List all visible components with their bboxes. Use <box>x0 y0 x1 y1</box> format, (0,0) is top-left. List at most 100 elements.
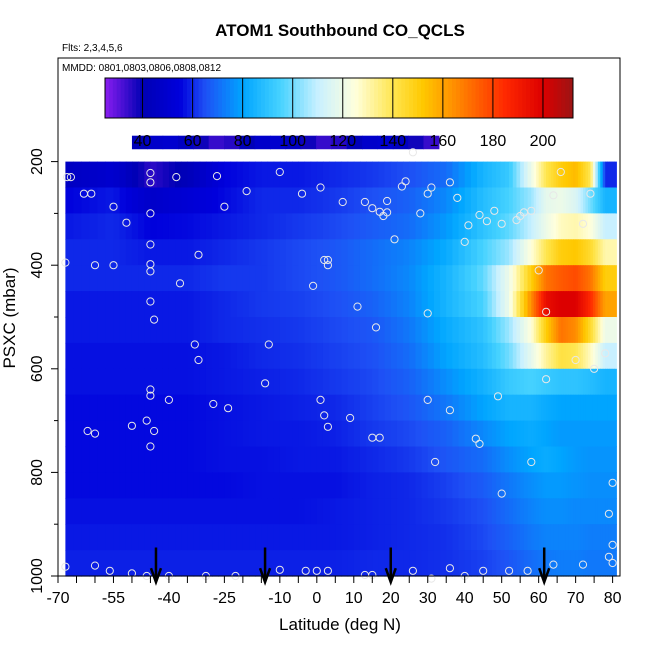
heatmap-cell <box>162 291 170 318</box>
heatmap-cell <box>452 368 460 396</box>
heatmap-cell <box>464 550 472 577</box>
heatmap-cell <box>536 446 540 473</box>
heatmap-cell <box>409 498 417 525</box>
heatmap-cell <box>533 342 537 370</box>
heatmap-cell <box>592 524 596 551</box>
heatmap-cell <box>531 368 535 396</box>
heatmap-cell <box>560 291 564 318</box>
heatmap-cell <box>329 368 336 396</box>
heatmap-cell <box>590 394 594 422</box>
sample-point <box>534 266 543 275</box>
heatmap-cell <box>558 446 562 473</box>
heatmap-cell <box>608 213 612 240</box>
heatmap-cell <box>292 291 299 318</box>
heatmap-cell <box>73 161 83 189</box>
heatmap-cell <box>331 135 348 150</box>
heatmap-cell <box>446 472 453 499</box>
heatmap-cell <box>255 368 262 396</box>
heatmap-cell <box>353 394 361 422</box>
heatmap-cell <box>175 342 182 370</box>
heatmap-cell <box>105 265 115 292</box>
colorbar-swatch <box>530 78 535 118</box>
heatmap-cell <box>341 420 349 448</box>
sample-points <box>61 148 617 583</box>
heatmap-cell <box>512 550 518 577</box>
heatmap-cell <box>242 550 250 577</box>
heatmap-cell <box>491 317 497 344</box>
heatmap-cell <box>89 291 99 318</box>
heatmap-cell <box>249 213 256 240</box>
heatmap-cell <box>541 317 545 344</box>
colorbar-swatch <box>253 78 258 118</box>
heatmap-cell <box>527 265 532 292</box>
heatmap-cell <box>236 342 244 370</box>
sample-point <box>445 178 454 187</box>
heatmap-cell <box>396 239 404 266</box>
heatmap-cell <box>298 239 306 266</box>
heatmap-cell <box>304 472 312 499</box>
heatmap-cell <box>193 291 201 318</box>
heatmap-cell <box>573 265 577 292</box>
heatmap-cell <box>512 394 518 422</box>
colorbar-swatch <box>366 78 371 118</box>
heatmap-cell <box>415 291 423 318</box>
x-tick-label: -55 <box>102 590 125 607</box>
heatmap-cell <box>477 213 484 240</box>
heatmap-cell <box>396 498 404 525</box>
heatmap-cell <box>347 291 355 318</box>
heatmap-cell <box>298 498 306 525</box>
heatmap-cell <box>187 550 195 577</box>
heatmap-cell <box>568 291 572 318</box>
colorbar-swatch <box>420 78 426 118</box>
heatmap-cell <box>175 472 182 499</box>
sample-point <box>360 197 369 207</box>
heatmap-cell <box>378 446 386 473</box>
heatmap-cell <box>612 368 616 396</box>
heatmap-cell <box>384 342 392 370</box>
heatmap-cell <box>568 394 572 422</box>
heatmap-cell <box>81 239 91 266</box>
heatmap-cell <box>597 498 601 525</box>
heatmap-cell <box>131 317 139 344</box>
heatmap-cell <box>585 420 589 448</box>
heatmap-cell <box>65 446 74 473</box>
heatmap-cell <box>546 524 550 551</box>
heatmap-cell <box>568 420 572 448</box>
heatmap-cell <box>520 161 525 189</box>
heatmap-cell <box>580 420 584 448</box>
heatmap-cell <box>322 524 330 551</box>
heatmap-cell <box>597 524 601 551</box>
colorbar-swatch <box>144 78 149 118</box>
heatmap-cell <box>605 265 608 292</box>
heatmap-cell <box>199 161 207 189</box>
heatmap-cell <box>531 524 535 551</box>
sample-point <box>146 391 155 400</box>
heatmap-cell <box>452 446 460 473</box>
heatmap-cell <box>592 342 596 370</box>
heatmap-cell <box>470 213 478 240</box>
heatmap-cell <box>168 239 176 266</box>
heatmap-cell <box>555 446 559 473</box>
heatmap-cell <box>578 213 582 240</box>
heatmap-cell <box>403 342 410 370</box>
heatmap-cell <box>531 420 535 448</box>
heatmap-cell <box>286 498 293 525</box>
heatmap-cell <box>595 265 599 292</box>
heatmap-cell <box>408 135 425 150</box>
heatmap-cell <box>458 472 466 499</box>
heatmap-cell <box>267 342 275 370</box>
heatmap-cell <box>452 550 460 577</box>
heatmap-cell <box>322 420 330 448</box>
colorbar-swatch <box>296 78 301 118</box>
heatmap-cell <box>597 420 601 448</box>
heatmap-cell <box>81 446 91 473</box>
heatmap-cell <box>483 550 489 577</box>
colorbar-swatch <box>389 78 395 118</box>
heatmap-cell <box>568 472 572 499</box>
heatmap-cell <box>573 291 577 318</box>
heatmap-cell <box>512 291 518 318</box>
heatmap-cell <box>563 161 567 189</box>
heatmap-cell <box>541 265 545 292</box>
heatmap-cell <box>483 498 489 525</box>
heatmap-cell <box>304 291 312 318</box>
